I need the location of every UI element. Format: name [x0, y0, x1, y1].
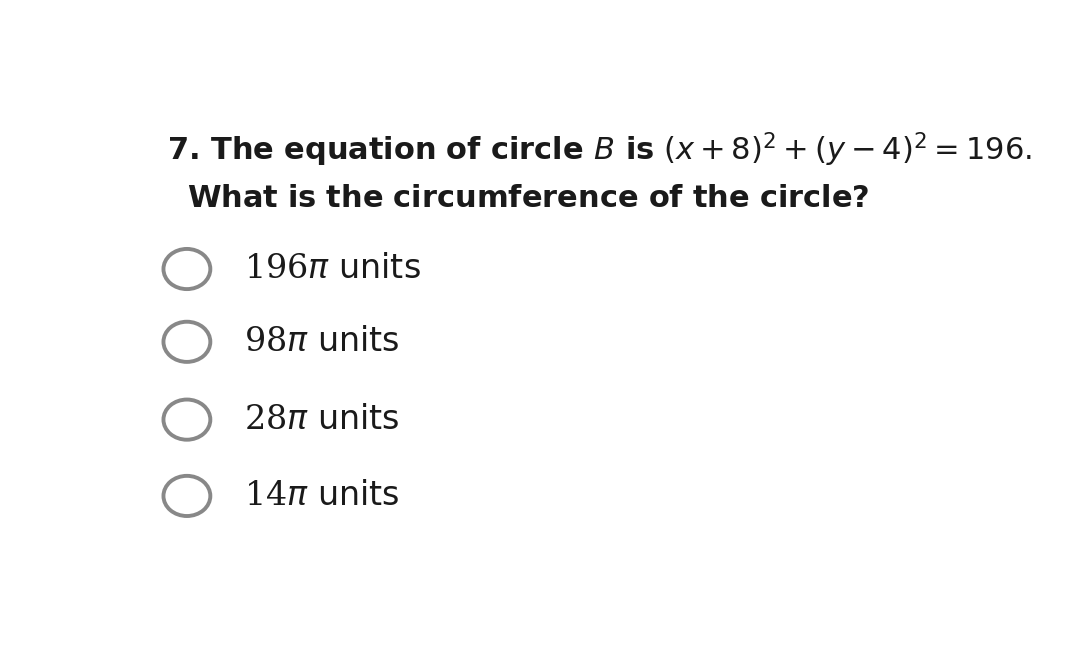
Text: 28$\pi$ $\mathrm{units}$: 28$\pi$ $\mathrm{units}$	[244, 404, 400, 436]
Text: 196$\pi$ $\mathrm{units}$: 196$\pi$ $\mathrm{units}$	[244, 253, 420, 285]
Text: 14$\pi$ $\mathrm{units}$: 14$\pi$ $\mathrm{units}$	[244, 480, 400, 512]
Text: 7. $\mathbf{The\ equation\ of\ circle}$ $B$ $\mathbf{is}\ (x+8)^2+(y-4)^2=196.$: 7. $\mathbf{The\ equation\ of\ circle}$ …	[166, 131, 1031, 170]
Text: $\mathbf{What\ is\ the\ circumference\ of\ the\ circle?}$: $\mathbf{What\ is\ the\ circumference\ o…	[187, 184, 869, 213]
Text: 98$\pi$ $\mathrm{units}$: 98$\pi$ $\mathrm{units}$	[244, 326, 400, 358]
